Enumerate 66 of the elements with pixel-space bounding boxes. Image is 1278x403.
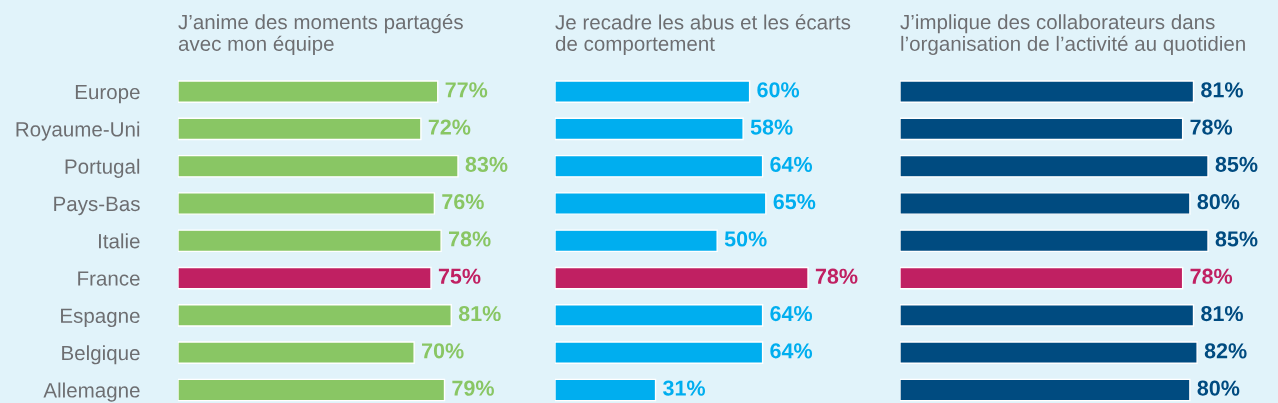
bar	[178, 154, 459, 178]
chart-title: J’anime des moments partagés avec mon équipe	[178, 13, 463, 56]
bar	[555, 229, 718, 253]
y-tick-label: Europe	[75, 84, 140, 104]
y-tick-label: Royaume-Uni	[16, 121, 140, 141]
data-label: 64%	[770, 343, 813, 359]
data-label: 78%	[1190, 268, 1233, 284]
data-label: 85%	[1215, 156, 1258, 172]
y-tick-label: Allemagne	[43, 382, 140, 402]
bar	[900, 266, 1184, 290]
bar	[555, 192, 767, 215]
data-label: 75%	[438, 268, 481, 284]
bar	[178, 378, 446, 402]
data-label: 72%	[428, 119, 471, 135]
y-tick-label: Pays-Bas	[54, 196, 140, 216]
y-tick-label: Portugal	[65, 158, 140, 178]
bar	[900, 80, 1195, 103]
data-label: 60%	[757, 82, 800, 98]
y-tick-label: Belgique	[62, 345, 140, 365]
bar	[900, 229, 1209, 253]
y-tick-label: France	[78, 271, 140, 286]
data-label: 65%	[773, 194, 816, 210]
bar	[178, 80, 439, 103]
bar	[178, 341, 415, 364]
bar	[178, 304, 452, 327]
bar	[555, 80, 751, 103]
bar	[900, 117, 1184, 141]
bar	[555, 266, 809, 290]
data-label: 77%	[445, 82, 488, 98]
bar	[178, 117, 422, 141]
data-label: 78%	[449, 231, 491, 247]
data-label: 83%	[465, 156, 508, 173]
data-label: 81%	[458, 305, 501, 322]
bar	[178, 192, 436, 215]
data-label: 81%	[1201, 305, 1243, 322]
bar	[900, 378, 1191, 402]
bar	[900, 154, 1209, 178]
data-label: 80%	[1197, 380, 1240, 396]
data-label: 81%	[1201, 82, 1243, 98]
data-label: 70%	[422, 343, 464, 359]
data-label: 58%	[750, 119, 793, 135]
bar	[555, 117, 744, 141]
data-label: 76%	[442, 194, 484, 210]
data-label: 85%	[1215, 231, 1258, 247]
data-label: 50%	[724, 231, 767, 247]
bar	[900, 192, 1191, 215]
y-tick-label: Italie	[98, 233, 140, 249]
data-label: 64%	[770, 156, 813, 172]
bar	[178, 266, 432, 290]
data-label: 64%	[770, 305, 813, 322]
data-label: 78%	[815, 268, 858, 284]
data-label: 82%	[1204, 343, 1247, 359]
bar	[900, 341, 1198, 364]
chart-title: Je recadre les abus et les écarts de comportement	[555, 14, 851, 56]
data-label: 31%	[662, 380, 706, 396]
y-tick-label: Espagne	[61, 308, 140, 328]
data-label: 80%	[1197, 194, 1240, 210]
bar	[900, 304, 1195, 327]
bar	[178, 229, 442, 253]
data-label: 79%	[452, 380, 494, 396]
bar	[555, 154, 764, 178]
data-label: 78%	[1190, 119, 1233, 135]
chart-title: J’implique des collaborateurs dans l’organisation de l’activité au quotidien	[900, 14, 1245, 56]
bar	[555, 341, 764, 364]
bar	[555, 378, 657, 402]
bar	[555, 304, 764, 327]
